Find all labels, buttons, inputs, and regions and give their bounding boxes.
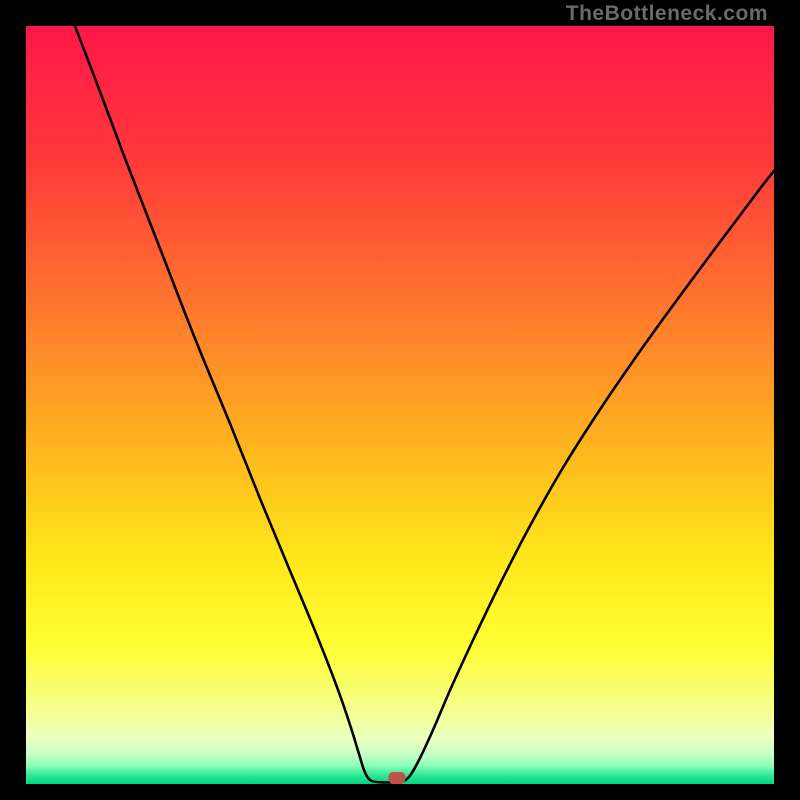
watermark-text: TheBottleneck.com xyxy=(566,2,768,26)
optimum-marker xyxy=(389,772,406,784)
plot-area xyxy=(26,26,774,784)
marker-svg xyxy=(26,26,774,784)
